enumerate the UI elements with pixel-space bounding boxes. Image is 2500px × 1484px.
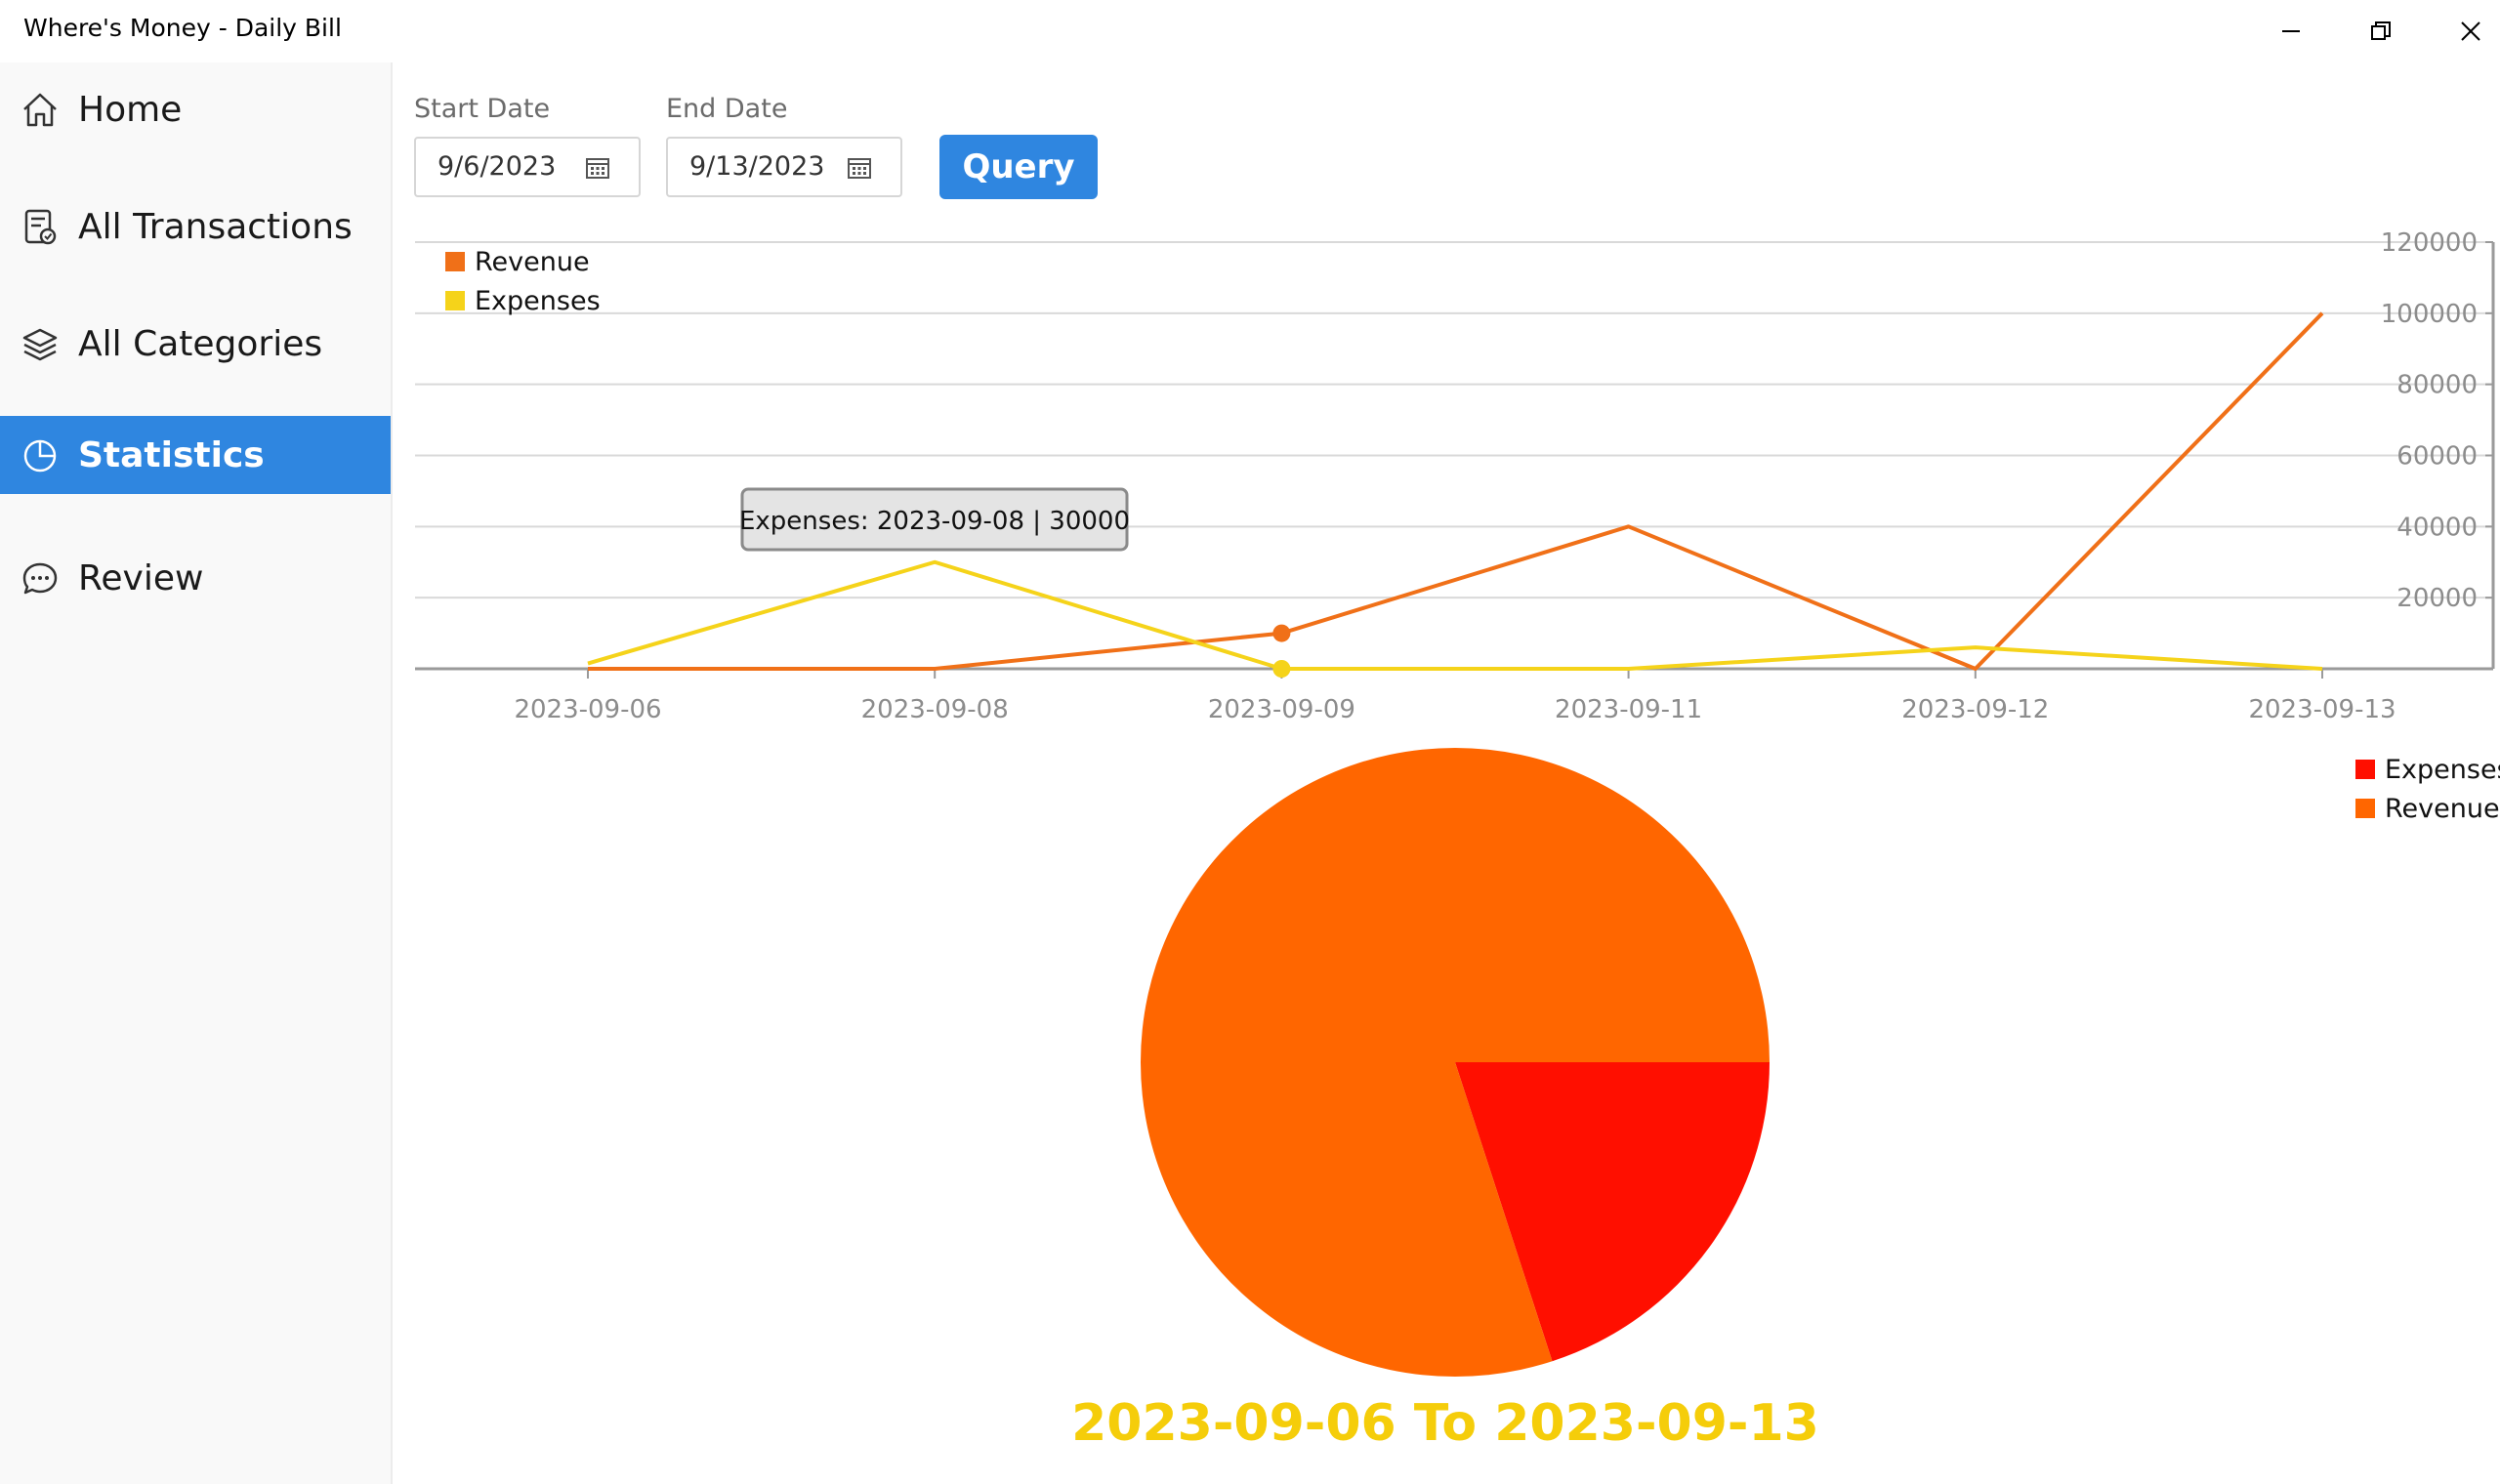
y-tick-label: 20000 — [2396, 584, 2478, 613]
restore-button[interactable] — [2336, 0, 2426, 62]
y-tick-label: 80000 — [2396, 371, 2478, 400]
end-date-value: 9/13/2023 — [689, 151, 825, 182]
end-date-picker[interactable]: 9/13/2023 — [666, 137, 902, 197]
restore-icon — [2371, 21, 2391, 40]
tooltip-box — [740, 487, 1129, 552]
end-date-label: End Date — [666, 94, 788, 124]
calendar-icon — [586, 158, 609, 179]
line-chart-legend: Revenue Expenses — [445, 247, 601, 316]
series-line-expenses — [587, 559, 2323, 671]
legend-swatch-revenue — [445, 252, 465, 271]
sidebar-item-label: Home — [78, 89, 183, 130]
start-date-label: Start Date — [414, 94, 551, 124]
y-tick-label: 60000 — [2396, 442, 2478, 472]
x-tick-label: 2023-09-08 — [861, 695, 1009, 724]
x-tick-label: 2023-09-13 — [2248, 695, 2396, 724]
legend-label-revenue: Revenue — [2385, 794, 2500, 824]
home-icon — [23, 93, 57, 127]
sidebar-item-review[interactable]: Review — [0, 539, 391, 617]
pie-chart: Expenses Revenue — [1140, 747, 2500, 1377]
sidebar-item-all-categories[interactable]: All Categories — [0, 305, 391, 383]
y-tick-label: 120000 — [2381, 228, 2478, 258]
sidebar-item-label: All Transactions — [78, 206, 353, 247]
pie-chart-icon — [23, 439, 57, 473]
layers-icon — [22, 328, 58, 361]
sidebar-item-label: Statistics — [78, 434, 265, 475]
y-tick-label: 100000 — [2381, 300, 2478, 329]
chart-tooltip: Expenses: 2023-09-08 | 30000 — [739, 487, 1130, 552]
x-tick-label: 2023-09-06 — [514, 695, 661, 724]
x-axis-ticks: 2023-09-06 2023-09-08 2023-09-09 2023-09-11… — [514, 669, 2396, 724]
x-tick-label: 2023-09-11 — [1555, 695, 1702, 724]
minimize-icon — [2282, 30, 2300, 32]
data-point-expenses — [1272, 660, 1291, 678]
legend-label-revenue: Revenue — [475, 247, 590, 277]
sidebar-item-home[interactable]: Home — [0, 70, 391, 148]
legend-swatch-expenses — [445, 291, 465, 310]
sidebar-item-statistics[interactable]: Statistics — [0, 416, 391, 494]
y-tick-label: 40000 — [2396, 513, 2478, 542]
chart-series — [587, 311, 2324, 678]
sidebar-item-label: Review — [78, 557, 204, 598]
series-line-revenue — [588, 311, 2324, 671]
sidebar: Home All Transactions All Categories Sta… — [0, 62, 393, 1484]
x-tick-label: 2023-09-12 — [1901, 695, 2049, 724]
pie-slices — [1140, 747, 1770, 1377]
pie-chart-legend: Expenses Revenue — [2355, 755, 2500, 824]
close-icon — [2461, 21, 2480, 41]
tooltip-text: Expenses: 2023-09-08 | 30000 — [739, 507, 1130, 536]
chart-gridlines — [415, 241, 2493, 599]
minimize-button[interactable] — [2246, 0, 2336, 62]
pie-date-range-caption: 2023-09-06 To 2023-09-13 — [1071, 1394, 1819, 1453]
line-chart: 20000 40000 60000 80000 100000 120000 2023-09… — [415, 228, 2495, 724]
title-bar: Where's Money - Daily Bill — [0, 0, 2500, 62]
legend-swatch-revenue — [2355, 799, 2375, 818]
start-date-picker[interactable]: 9/6/2023 — [414, 137, 641, 197]
legend-label-expenses: Expenses — [475, 286, 601, 316]
x-tick-label: 2023-09-09 — [1208, 695, 1355, 724]
calendar-icon — [848, 158, 871, 179]
legend-label-expenses: Expenses — [2385, 755, 2500, 785]
sidebar-item-label: All Categories — [78, 323, 323, 364]
pie-slice-expenses — [1455, 1062, 1770, 1362]
y-axis-ticks: 20000 40000 60000 80000 100000 120000 — [2381, 228, 2493, 613]
data-point-revenue — [1272, 624, 1291, 642]
window-title: Where's Money - Daily Bill — [23, 14, 342, 42]
receipt-icon — [24, 209, 57, 245]
start-date-value: 9/6/2023 — [438, 151, 557, 182]
legend-swatch-expenses — [2355, 760, 2375, 779]
sidebar-item-all-transactions[interactable]: All Transactions — [0, 187, 391, 266]
query-button[interactable]: Query — [939, 135, 1098, 199]
chat-bubble-icon — [22, 562, 58, 595]
pie-slice-revenue — [1140, 747, 1770, 1377]
close-button[interactable] — [2426, 0, 2500, 62]
